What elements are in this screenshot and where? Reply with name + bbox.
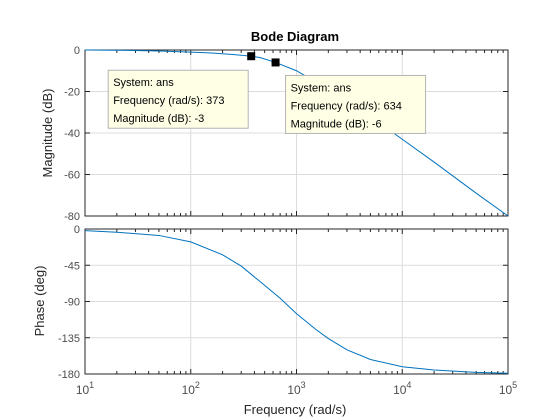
x-tick-label: 101 xyxy=(76,380,94,397)
magnitude-ylabel: Magnitude (dB) xyxy=(40,89,55,178)
y-tick-label: 0 xyxy=(74,224,80,236)
datatip-box xyxy=(107,69,249,129)
datatip-marker[interactable] xyxy=(271,58,280,67)
datatip[interactable]: System: ans Frequency (rad/s): 373 Magnitu… xyxy=(107,52,256,129)
x-tick-exponent: 1 xyxy=(89,380,94,390)
y-tick-label: -45 xyxy=(64,260,80,272)
magnitude-panel: 0 -20 -40 -60 -80 System: ans Frequency (rad/… xyxy=(40,45,509,223)
phase-series-line xyxy=(84,230,509,374)
x-tick-label: 102 xyxy=(182,380,200,397)
magnitude-series-line xyxy=(84,49,509,217)
phase-y-ticks: 0 -45 -90 -135 -180 xyxy=(58,224,80,381)
datatip-line: Magnitude (dB): -3 xyxy=(113,113,204,125)
y-tick-label: -180 xyxy=(58,369,80,381)
phase-grid xyxy=(84,228,509,375)
x-tick-base: 10 xyxy=(182,383,196,397)
y-tick-label: -20 xyxy=(64,87,80,99)
phase-ylabel: Phase (deg) xyxy=(32,266,47,337)
y-tick-label: -60 xyxy=(64,170,80,182)
x-tick-exponent: 2 xyxy=(195,380,200,390)
x-tick-label: 103 xyxy=(287,380,305,397)
x-tick-label: 105 xyxy=(499,380,517,397)
x-tick-labels: 101 102 103 104 105 xyxy=(76,380,517,397)
datatip-line: Frequency (rad/s): 373 xyxy=(113,95,224,107)
y-tick-label: -40 xyxy=(64,128,80,140)
phase-panel: 0 -45 -90 -135 -180 Phase (deg) xyxy=(32,224,509,381)
y-tick-label: -135 xyxy=(58,333,80,345)
y-tick-label: -80 xyxy=(64,211,80,223)
datatip-line: System: ans xyxy=(291,82,352,94)
x-tick-exponent: 3 xyxy=(301,380,306,390)
datatip[interactable]: System: ans Frequency (rad/s): 634 Magnitu… xyxy=(271,58,427,134)
datatip-marker[interactable] xyxy=(247,52,256,61)
x-axis-label: Frequency (rad/s) xyxy=(244,402,347,417)
x-tick-base: 10 xyxy=(393,383,407,397)
datatip-box xyxy=(285,74,427,134)
magnitude-y-ticks: 0 -20 -40 -60 -80 xyxy=(64,45,80,223)
x-tick-base: 10 xyxy=(287,383,301,397)
datatip-line: Frequency (rad/s): 634 xyxy=(291,100,402,112)
x-tick-exponent: 4 xyxy=(406,380,411,390)
chart-title: Bode Diagram xyxy=(251,29,339,44)
datatip-line: System: ans xyxy=(113,77,174,89)
x-tick-base: 10 xyxy=(499,383,513,397)
x-tick-label: 104 xyxy=(393,380,411,397)
x-tick-exponent: 5 xyxy=(512,380,517,390)
datatip-line: Magnitude (dB): -6 xyxy=(291,118,382,130)
x-tick-base: 10 xyxy=(76,383,90,397)
magnitude-datatips: System: ans Frequency (rad/s): 373 Magnitu… xyxy=(107,52,427,134)
y-tick-label: -90 xyxy=(64,297,80,309)
y-tick-label: 0 xyxy=(74,45,80,57)
